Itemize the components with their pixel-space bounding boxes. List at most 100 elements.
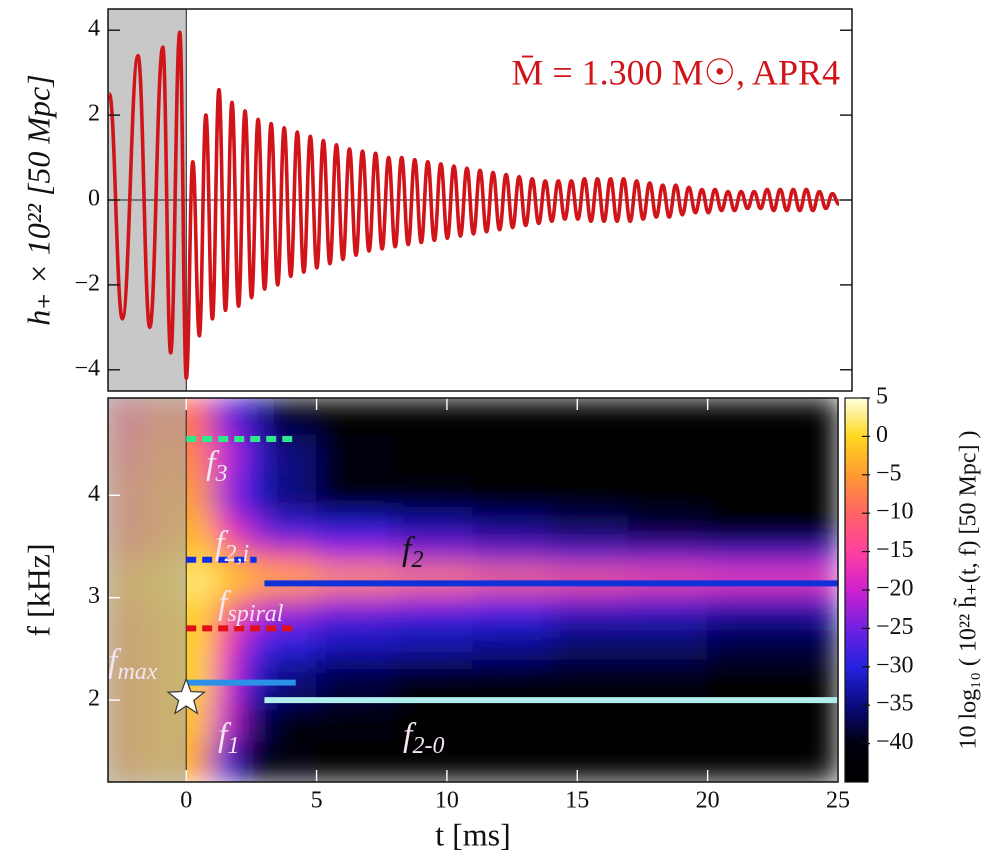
label-sub: 2,i xyxy=(224,541,249,567)
heat-cell xyxy=(185,602,213,629)
heat-cell xyxy=(211,586,239,604)
heat-cell xyxy=(263,586,318,604)
heat-cell xyxy=(472,515,552,547)
colorbar-tick-label: −10 xyxy=(876,499,914,525)
heat-cell xyxy=(550,398,630,435)
heat-cell xyxy=(185,515,213,547)
heat-cell xyxy=(550,586,630,604)
heat-cell xyxy=(707,545,838,568)
heat-cell xyxy=(211,474,239,517)
x-tick-label: 20 xyxy=(696,788,720,814)
inspiral-shade xyxy=(108,398,187,782)
heat-cell xyxy=(237,515,265,547)
heat-cell xyxy=(628,658,709,701)
heat-cell xyxy=(628,545,709,568)
heat-cell xyxy=(394,433,474,476)
heat-cell xyxy=(316,627,396,660)
y-tick-label: 3 xyxy=(88,583,100,609)
heat-cell xyxy=(550,699,630,742)
label-sub: 2 xyxy=(411,547,423,573)
heat-cell xyxy=(185,740,213,782)
heat-cell xyxy=(472,602,552,629)
heat-cell xyxy=(263,602,318,629)
heat-cell xyxy=(472,433,552,476)
y-tick-label: −2 xyxy=(74,270,100,296)
heat-cell xyxy=(472,545,552,568)
line-label: fspiral xyxy=(218,585,284,627)
label-sub: 2-0 xyxy=(412,733,444,759)
y-tick-label: 2 xyxy=(88,101,100,127)
heat-cell xyxy=(211,740,239,782)
heat-cell xyxy=(472,627,552,660)
colorbar-tick-label: 0 xyxy=(876,422,888,448)
heat-cell xyxy=(185,398,213,435)
waveform xyxy=(108,30,840,381)
heat-cell xyxy=(211,658,239,701)
heat-cell xyxy=(211,699,239,742)
heat-cell xyxy=(628,627,709,660)
heat-cell xyxy=(263,398,318,435)
plot-frame xyxy=(107,397,839,783)
heat-cell xyxy=(550,545,630,568)
heat-cell xyxy=(263,545,318,568)
heat-cell xyxy=(394,740,474,782)
heat-cell xyxy=(707,433,838,476)
heat-cell xyxy=(237,398,265,435)
heat-cell xyxy=(394,699,474,742)
annotation: M̄ = 1.300 M☉, APR4 xyxy=(511,52,840,92)
heat-cell xyxy=(237,566,265,588)
heat-cell xyxy=(550,658,630,701)
heat-cell xyxy=(707,586,838,604)
heat-cell xyxy=(316,586,396,604)
heat-cell xyxy=(394,515,474,547)
heat-cell xyxy=(550,602,630,629)
heat-cell xyxy=(211,398,239,435)
heat-cell xyxy=(472,699,552,742)
heat-cell xyxy=(628,474,709,517)
heat-cell xyxy=(628,398,709,435)
x-axis-label: t [ms] xyxy=(435,816,511,852)
colorbar-label: 10 log₁₀ ( 10²² h̃₊(t, f) [50 Mpc] ) xyxy=(953,430,982,749)
heat-cell xyxy=(263,740,318,782)
heat-cell xyxy=(211,515,239,547)
colorbar-tick-label: −20 xyxy=(876,576,914,602)
heat-cell xyxy=(316,433,396,476)
heat-cell xyxy=(628,586,709,604)
y-axis-label: f [kHz] xyxy=(20,543,56,636)
heat-cell xyxy=(394,545,474,568)
heat-cell xyxy=(628,740,709,782)
heat-cell xyxy=(550,433,630,476)
heat-cell xyxy=(263,474,318,517)
heat-cell xyxy=(472,740,552,782)
heat-cell xyxy=(394,586,474,604)
heat-cell xyxy=(628,433,709,476)
heat-cell xyxy=(316,545,396,568)
x-tick-label: 5 xyxy=(311,788,323,814)
colorbar-tick-label: −25 xyxy=(876,614,914,640)
heat-cell xyxy=(628,515,709,547)
colorbar-tick-label: −5 xyxy=(876,460,902,486)
y-tick-label: 0 xyxy=(88,186,100,212)
heat-cell xyxy=(707,658,838,701)
x-tick-label: 15 xyxy=(565,788,589,814)
heat-cell xyxy=(394,474,474,517)
heat-cell xyxy=(707,515,838,547)
heat-cell xyxy=(394,602,474,629)
heat-cell xyxy=(394,398,474,435)
heat-cell xyxy=(237,474,265,517)
y-tick-label: 4 xyxy=(88,481,100,507)
heat-cell xyxy=(707,474,838,517)
x-tick-label: 25 xyxy=(826,788,850,814)
heat-cell xyxy=(707,740,838,782)
heat-cell xyxy=(185,586,213,604)
heat-cell xyxy=(211,566,239,588)
heat-cell xyxy=(316,740,396,782)
colorbar-tick-label: −15 xyxy=(876,537,914,563)
heat-cell xyxy=(211,602,239,629)
heat-cell xyxy=(316,474,396,517)
heat-cell xyxy=(237,740,265,782)
heat-cell xyxy=(316,699,396,742)
colorbar-tick-label: −35 xyxy=(876,691,914,717)
heat-cell xyxy=(237,586,265,604)
